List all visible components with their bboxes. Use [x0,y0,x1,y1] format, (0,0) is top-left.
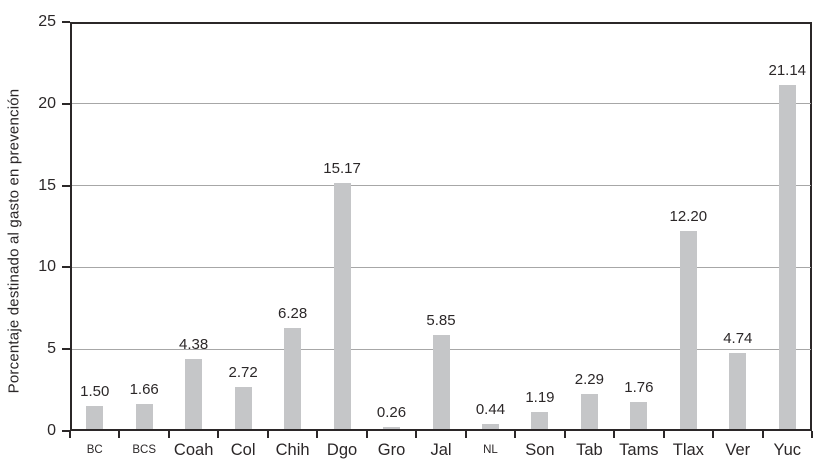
x-tick-label: Coah [173,441,214,459]
x-axis-tick [613,431,616,438]
x-tick-label: NL [483,444,498,456]
bar-value-label: 1.66 [129,380,159,398]
bar [729,353,747,429]
bar-value-label: 2.72 [228,363,258,381]
x-tick-label: Gro [377,441,406,459]
x-axis-tick [563,431,566,438]
x-tick-label: BC [86,444,103,456]
x-axis-tick [662,431,665,438]
bar [284,328,302,429]
x-axis-tick [514,431,517,438]
x-tick-label: Tab [576,441,603,459]
x-axis-tick [811,431,813,438]
bar [630,402,648,429]
y-axis-tick [62,184,70,187]
bar [679,231,697,429]
x-tick-label: Tlax [672,441,704,459]
y-axis-tick [62,102,70,105]
x-tick-label: BCS [132,444,156,456]
y-tick-label: 5 [47,340,56,358]
x-tick-label: Chih [275,441,310,459]
bar-value-label: 5.85 [426,312,456,330]
x-axis-tick [217,431,220,438]
x-tick-label: Dgo [326,441,358,459]
bar [135,403,153,429]
bar-value-label: 21.14 [768,62,807,80]
x-axis-tick [266,431,269,438]
x-tick-label: Ver [725,441,751,459]
bar-value-label: 15.17 [323,159,361,177]
bar-value-label: 4.38 [179,336,209,354]
x-axis-tick [365,431,368,438]
y-tick-label: 10 [38,258,56,276]
x-tick-label: Yuc [773,441,802,459]
x-tick-label: Son [525,441,555,459]
y-tick-label: 25 [38,13,56,30]
bar [481,423,499,429]
bar [432,335,450,429]
bar-value-label: 1.50 [80,383,110,401]
x-axis-tick [712,431,715,438]
bar-value-label: 1.76 [624,379,654,397]
x-tick-label: Tams [619,441,659,459]
bar [778,85,796,429]
y-axis-tick [62,266,70,269]
y-tick-label: 0 [47,422,56,439]
bar-value-label: 6.28 [277,305,308,323]
x-axis-tick [415,431,418,438]
x-tick-label: Col [230,441,256,459]
bar-value-label: 4.74 [723,330,753,348]
y-tick-label: 15 [38,176,56,194]
gridline [72,185,811,187]
x-axis-tick [69,431,71,438]
bar [86,406,104,429]
gridline [72,103,811,105]
y-axis-tick [62,21,70,23]
bar-value-label: 0.44 [475,400,506,418]
bar [531,411,549,429]
bar [185,359,203,429]
bar-value-label: 1.19 [525,388,555,406]
x-axis-tick [316,431,319,438]
bar-value-label: 0.26 [376,403,407,421]
bar-value-label: 12.20 [669,208,708,226]
bar [580,393,598,429]
bar [383,426,401,429]
y-axis-tick [62,430,70,432]
bar [234,386,252,429]
x-tick-label: Jal [430,441,452,459]
x-axis-tick [167,431,170,438]
bar [333,182,351,429]
y-axis-tick [62,348,70,351]
bar-value-label: 2.29 [574,370,604,388]
plot-area [70,22,812,431]
x-axis-tick [118,431,121,438]
x-axis-tick [761,431,764,438]
y-tick-label: 20 [38,94,56,112]
gridline [72,266,811,268]
x-axis-tick [464,431,467,438]
